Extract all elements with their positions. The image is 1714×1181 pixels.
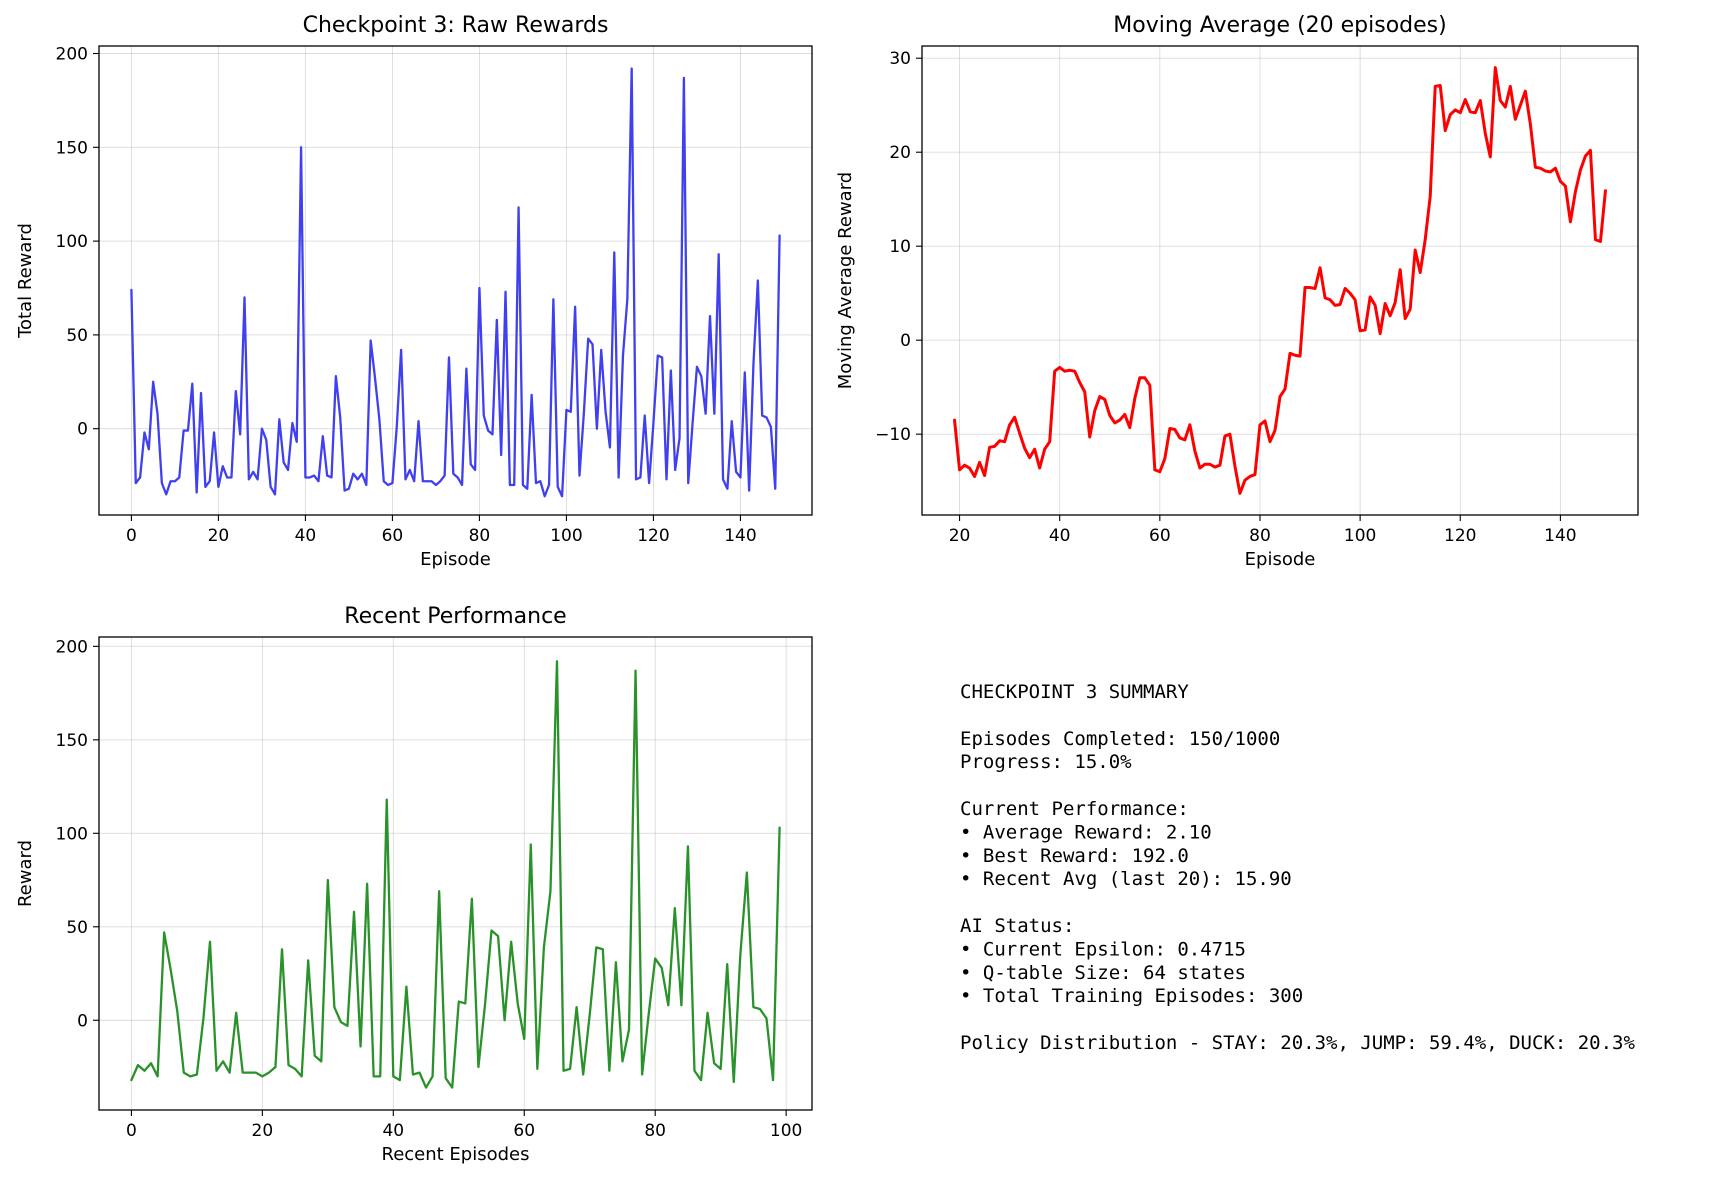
x-tick-label: 120 bbox=[637, 526, 669, 546]
plot-frame bbox=[98, 636, 813, 1111]
summary-line: • Best Reward: 192.0 bbox=[960, 845, 1189, 867]
x-axis-label: Episode bbox=[420, 549, 491, 570]
summary-line: CHECKPOINT 3 SUMMARY bbox=[960, 681, 1189, 703]
x-tick-label: 100 bbox=[770, 1121, 802, 1141]
summary-line: Episodes Completed: 150/1000 bbox=[960, 728, 1280, 750]
x-tick-label: 20 bbox=[252, 1121, 274, 1141]
chart-2: 20 40 60 80 100 120 140 −10 0 10 20 30 Moving Averag… bbox=[835, 13, 1639, 570]
y-tick-label: 200 bbox=[56, 637, 88, 657]
y-tick-label: 0 bbox=[900, 331, 911, 351]
y-tick-label: 10 bbox=[889, 237, 911, 257]
x-tick-label: 60 bbox=[382, 526, 404, 546]
summary-line: • Q-table Size: 64 states bbox=[960, 962, 1246, 984]
summary-panel: CHECKPOINT 3 SUMMARY Episodes Completed: … bbox=[960, 681, 1635, 1054]
y-tick-label: 150 bbox=[56, 731, 88, 751]
series-line bbox=[953, 66, 1607, 495]
y-tick-label: 100 bbox=[56, 232, 88, 252]
y-tick-label: 150 bbox=[56, 138, 88, 158]
x-tick-label: 80 bbox=[644, 1121, 666, 1141]
y-tick-label: 100 bbox=[56, 824, 88, 844]
x-axis-label: Recent Episodes bbox=[382, 1144, 530, 1165]
x-tick-label: 60 bbox=[513, 1121, 535, 1141]
x-tick-label: 120 bbox=[1444, 526, 1476, 546]
x-tick-label: 100 bbox=[1344, 526, 1376, 546]
x-tick-label: 20 bbox=[208, 526, 230, 546]
summary-line: • Current Epsilon: 0.4715 bbox=[960, 938, 1246, 960]
y-axis-label: Total Reward bbox=[15, 223, 36, 339]
x-tick-label: 60 bbox=[1149, 526, 1171, 546]
summary-line: • Recent Avg (last 20): 15.90 bbox=[960, 868, 1292, 890]
y-tick-label: 0 bbox=[77, 1011, 88, 1031]
x-axis-label: Episode bbox=[1245, 549, 1316, 570]
summary-line: Policy Distribution - STAY: 20.3%, JUMP:… bbox=[960, 1032, 1635, 1054]
x-tick-label: 140 bbox=[724, 526, 756, 546]
y-tick-label: 50 bbox=[66, 326, 88, 346]
chart-3: 0 20 40 60 80 100 0 50 100 150 200 Recent Performan… bbox=[15, 604, 813, 1165]
chart-1: 0 20 40 60 80 100 120 140 0 50 100 150 200 Checkpoint… bbox=[15, 13, 813, 570]
summary-line: Progress: 15.0% bbox=[960, 751, 1132, 773]
y-tick-label: 200 bbox=[56, 45, 88, 65]
chart-title: Checkpoint 3: Raw Rewards bbox=[303, 13, 609, 38]
series-line bbox=[130, 660, 781, 1089]
chart-title: Recent Performance bbox=[344, 604, 566, 629]
x-tick-label: 0 bbox=[126, 1121, 137, 1141]
x-tick-label: 100 bbox=[550, 526, 582, 546]
x-tick-label: 0 bbox=[126, 526, 137, 546]
y-tick-label: 50 bbox=[66, 918, 88, 938]
x-tick-label: 80 bbox=[1249, 526, 1271, 546]
summary-line: Current Performance: bbox=[960, 798, 1189, 820]
y-tick-label: 0 bbox=[77, 420, 88, 440]
plot-frame bbox=[98, 45, 813, 516]
x-tick-label: 40 bbox=[382, 1121, 404, 1141]
summary-line: • Total Training Episodes: 300 bbox=[960, 985, 1303, 1007]
y-tick-label: 20 bbox=[889, 143, 911, 163]
x-tick-label: 40 bbox=[295, 526, 317, 546]
x-tick-label: 140 bbox=[1544, 526, 1576, 546]
summary-line: • Average Reward: 2.10 bbox=[960, 821, 1212, 843]
y-tick-label: 30 bbox=[889, 49, 911, 69]
x-tick-label: 80 bbox=[469, 526, 491, 546]
series-line bbox=[130, 67, 781, 498]
y-tick-label: −10 bbox=[875, 425, 911, 445]
chart-title: Moving Average (20 episodes) bbox=[1113, 13, 1446, 38]
y-axis-label: Reward bbox=[15, 840, 36, 907]
plot-frame bbox=[921, 45, 1639, 516]
x-tick-label: 40 bbox=[1049, 526, 1071, 546]
x-tick-label: 20 bbox=[949, 526, 971, 546]
y-axis-label: Moving Average Reward bbox=[835, 172, 856, 389]
summary-line: AI Status: bbox=[960, 915, 1074, 937]
